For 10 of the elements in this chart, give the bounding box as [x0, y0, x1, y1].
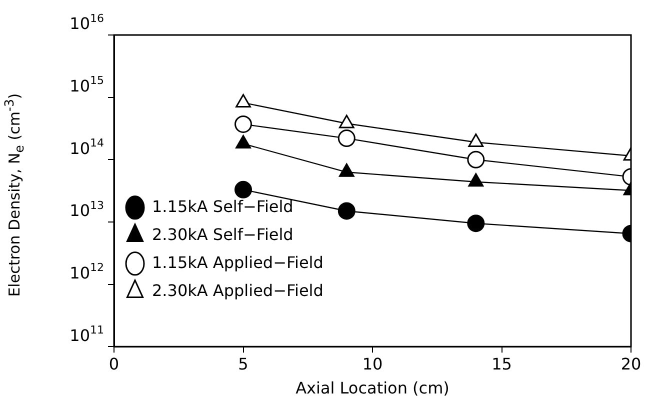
legend-label: 1.15kA Self−Field [152, 196, 294, 216]
legend-label: 2.30kA Self−Field [152, 224, 294, 244]
legend-label: 1.15kA Applied−Field [152, 252, 324, 272]
legend-label: 2.30kA Applied−Field [152, 280, 324, 300]
x-tick-label: 20 [620, 354, 642, 374]
x-tick-label: 0 [108, 354, 120, 374]
x-axis-title: Axial Location (cm) [296, 378, 450, 398]
x-tick-label: 10 [362, 354, 383, 374]
x-tick-label: 15 [492, 354, 512, 374]
x-tick-label: 5 [238, 354, 248, 374]
